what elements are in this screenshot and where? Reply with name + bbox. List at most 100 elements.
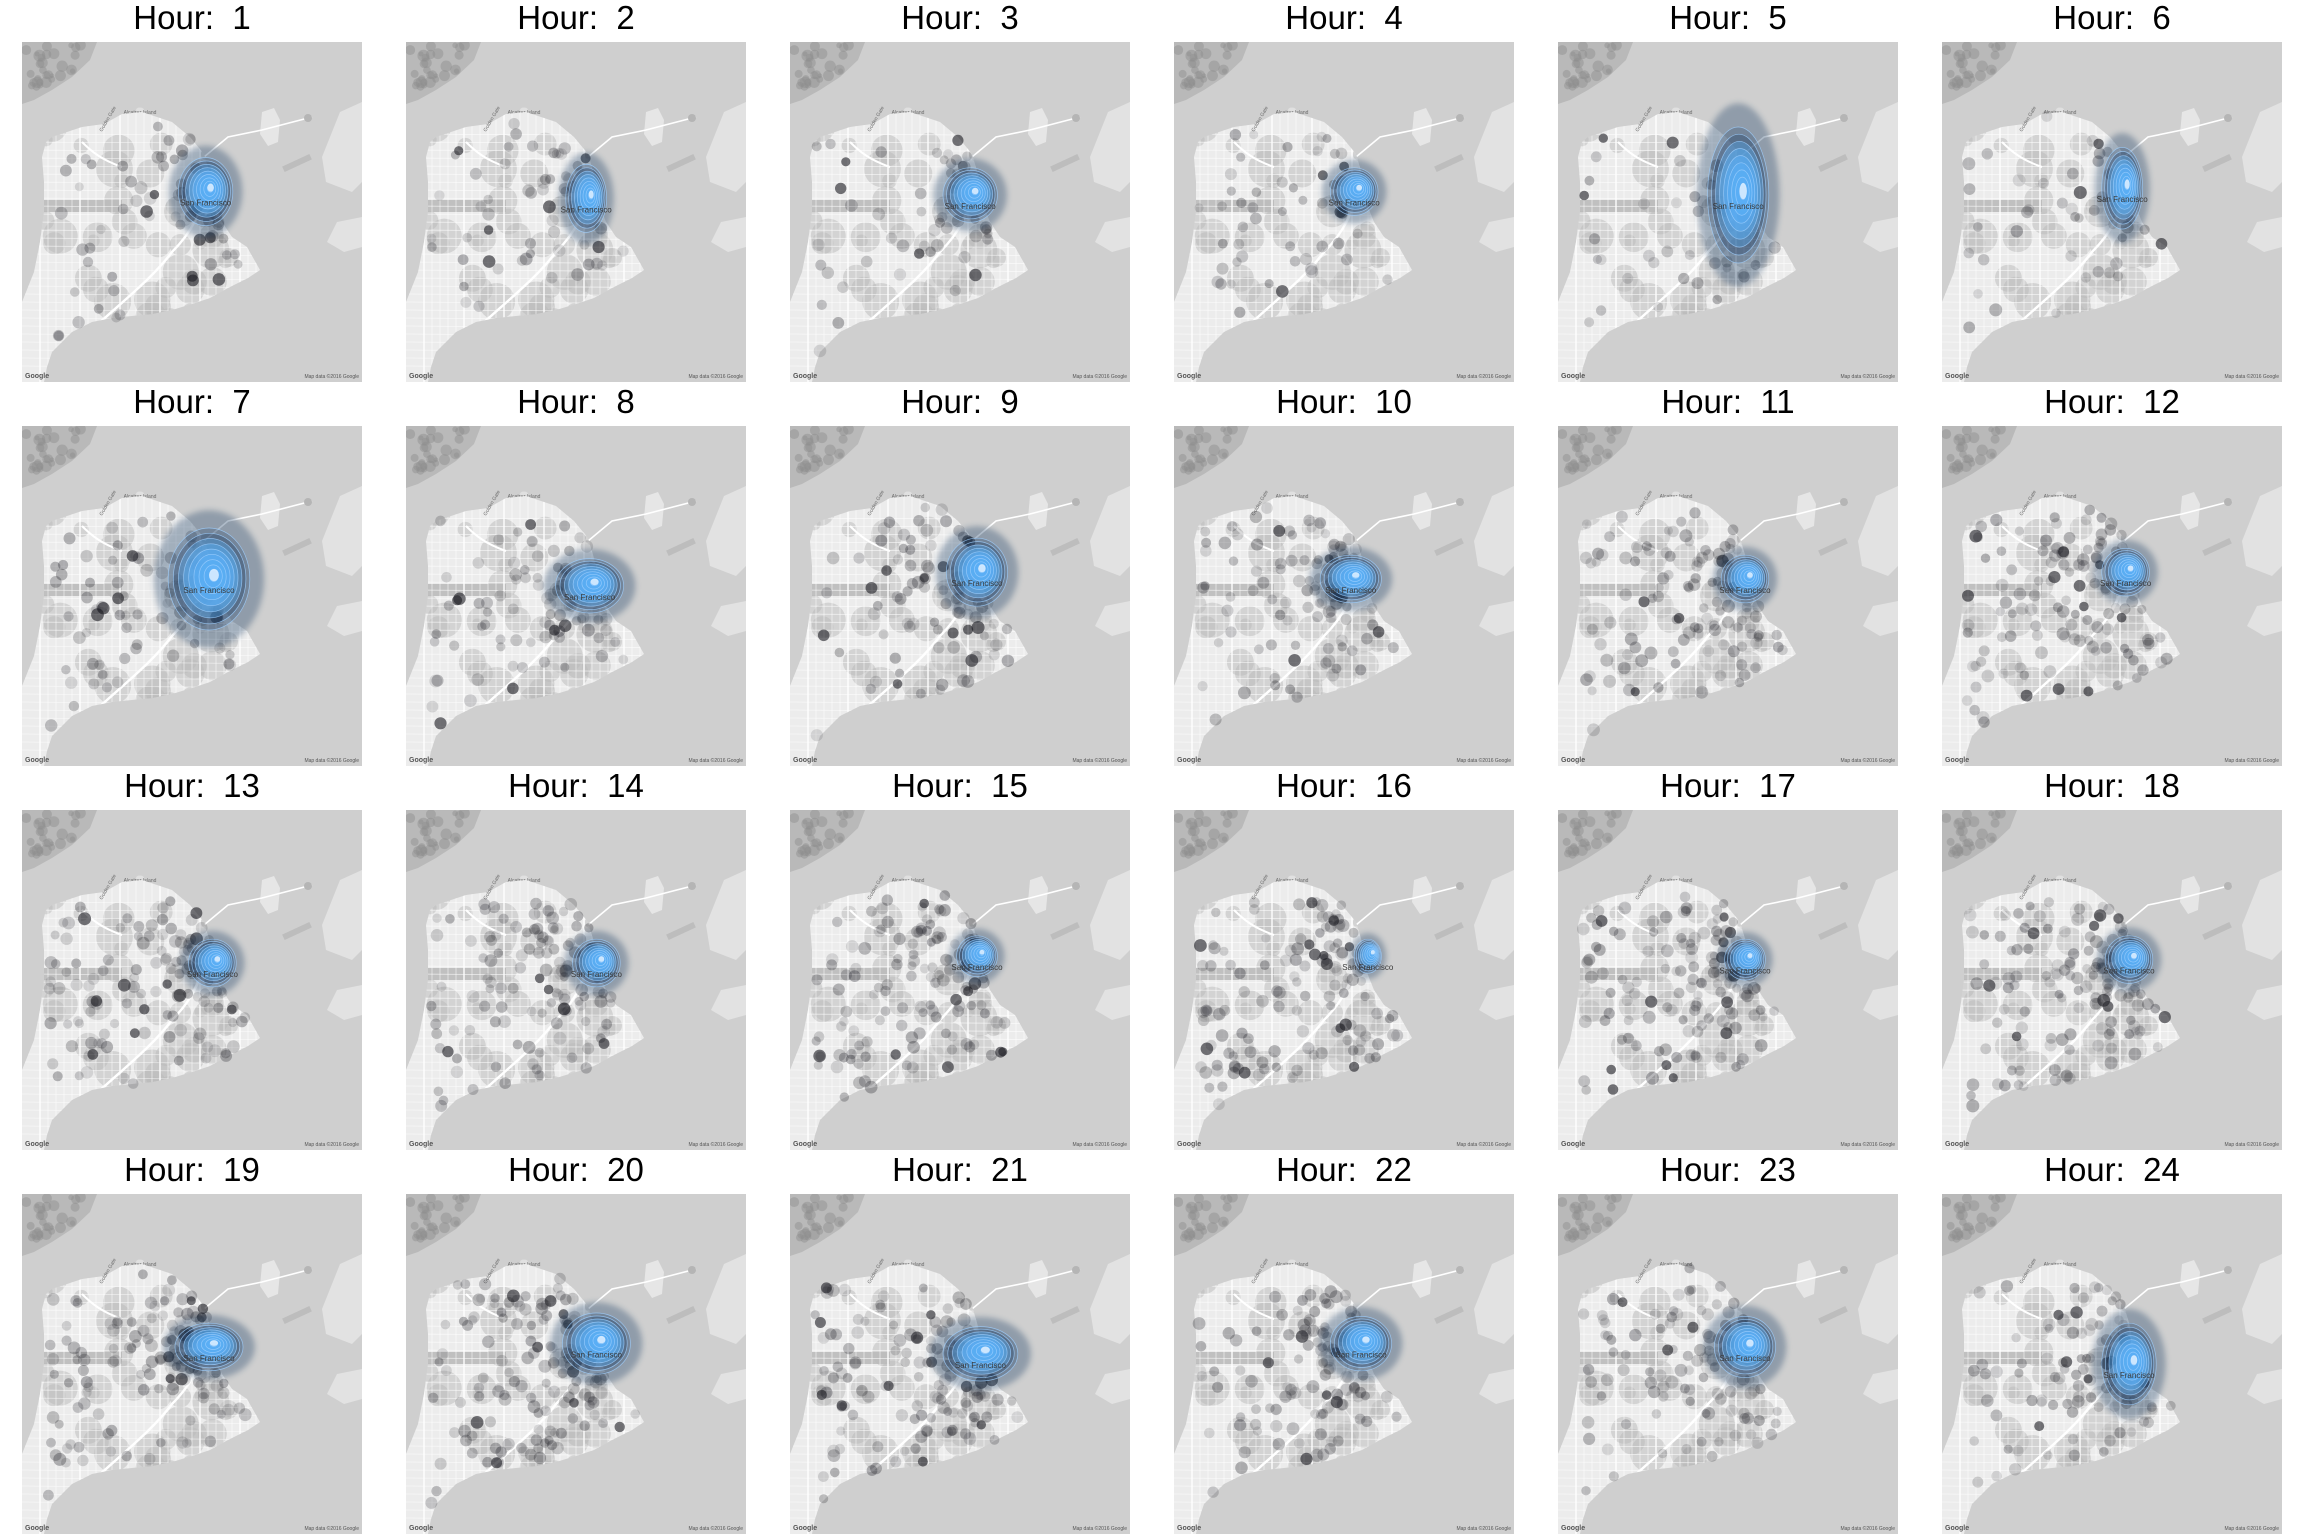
terrain-shade: [1576, 844, 1588, 856]
marin-headlands: [1942, 426, 2017, 488]
incident-point: [543, 984, 554, 995]
incident-point: [2063, 532, 2076, 544]
incident-point: [1320, 529, 1331, 539]
incident-point: [54, 206, 68, 220]
terrain-shade: [1179, 849, 1188, 858]
incident-point: [1353, 1024, 1367, 1038]
terrain-shade: [811, 454, 822, 464]
incident-point: [1197, 1006, 1210, 1019]
pier: [2202, 537, 2232, 557]
terrain-shade: [32, 466, 41, 475]
incident-point: [966, 1000, 977, 1011]
incident-point: [1684, 250, 1695, 260]
terrain-shade: [1991, 426, 2001, 437]
incident-point: [1287, 530, 1298, 540]
map-attribution: Map data ©2016 Google: [2224, 373, 2279, 380]
incident-point: [449, 640, 460, 651]
incident-point: [551, 922, 564, 935]
incident-point: [1337, 642, 1347, 652]
incident-point: [144, 210, 155, 222]
incident-point: [1623, 1015, 1634, 1026]
incident-point: [44, 1017, 57, 1030]
incident-point: [1355, 664, 1367, 676]
terrain-shade: [56, 444, 68, 456]
incident-point: [1701, 612, 1713, 625]
incident-point: [58, 917, 69, 928]
alcatraz-island: [1672, 875, 1680, 881]
incident-point: [1200, 1004, 1213, 1017]
incident-point: [132, 552, 145, 564]
terrain-shade: [1968, 432, 1980, 444]
terrain-shade: [810, 602, 846, 638]
incident-point: [2028, 589, 2041, 602]
incident-point: [826, 959, 838, 971]
terrain-shade: [1225, 137, 1241, 154]
terrain-shade: [421, 437, 430, 446]
incident-point: [1315, 928, 1325, 938]
incident-point: [522, 184, 535, 197]
incident-point: [485, 976, 497, 989]
incident-point: [2058, 546, 2070, 558]
incident-point: [883, 516, 896, 528]
terrain-shade: [811, 838, 822, 848]
incident-point: [74, 182, 84, 192]
incident-point: [854, 1040, 865, 1051]
incident-point: [1312, 146, 1323, 157]
incident-point: [2045, 576, 2056, 587]
incident-point: [1320, 922, 1331, 932]
terrain-shade: [1179, 81, 1188, 90]
incident-point: [1215, 278, 1227, 290]
incident-point: [1966, 1090, 1976, 1101]
terrain-shade: [1186, 819, 1192, 825]
incident-point: [1227, 1066, 1241, 1080]
terrain-shade: [817, 457, 823, 463]
terrain-shade: [1327, 659, 1357, 688]
terrain-shade: [1225, 521, 1241, 538]
terrain-shade: [1571, 827, 1581, 837]
density-contours: [2094, 133, 2150, 244]
terrain-shade: [1185, 49, 1198, 62]
incident-point: [1590, 151, 1602, 163]
incident-point: [166, 649, 180, 662]
terrain-shade: [549, 965, 569, 984]
terrain-shade: [1179, 465, 1188, 474]
golden-gate-park: [1962, 200, 2042, 212]
terrain-shade: [1189, 437, 1198, 446]
incident-point: [925, 539, 937, 552]
incident-point: [933, 926, 946, 940]
treasure-island: [2180, 492, 2200, 530]
terrain-shade: [816, 816, 828, 828]
incident-point: [2092, 266, 2104, 278]
bay-bridge: [1733, 884, 1849, 931]
incident-point: [1642, 1010, 1656, 1024]
terrain-shade: [1192, 844, 1204, 856]
terrain-shade: [1701, 965, 1721, 984]
incident-point: [1225, 959, 1236, 971]
incident-point: [598, 1038, 610, 1049]
highway: [849, 141, 891, 168]
incident-point: [1221, 604, 1234, 617]
incident-point: [931, 147, 943, 158]
terrain-shade: [1193, 817, 1204, 828]
terrain-shade: [1317, 965, 1337, 984]
incident-point: [2084, 504, 2095, 516]
incident-point: [1289, 971, 1300, 982]
incident-point: [429, 637, 440, 647]
incident-point: [553, 1031, 567, 1045]
terrain-shade: [197, 651, 227, 681]
incident-point: [1353, 1044, 1366, 1056]
terrain-shade: [1960, 76, 1972, 88]
bay-bridge: [581, 500, 697, 547]
terrain-shade: [1200, 432, 1212, 444]
incident-point: [2068, 633, 2081, 646]
bay-bridge: [581, 884, 697, 931]
city-label: San Francisco: [2097, 195, 2149, 204]
incident-point: [86, 657, 99, 670]
incident-point: [1284, 944, 1297, 957]
incident-point: [2071, 912, 2085, 926]
incident-point: [53, 330, 64, 341]
terrain-shade: [423, 450, 431, 458]
incident-point: [872, 600, 883, 611]
